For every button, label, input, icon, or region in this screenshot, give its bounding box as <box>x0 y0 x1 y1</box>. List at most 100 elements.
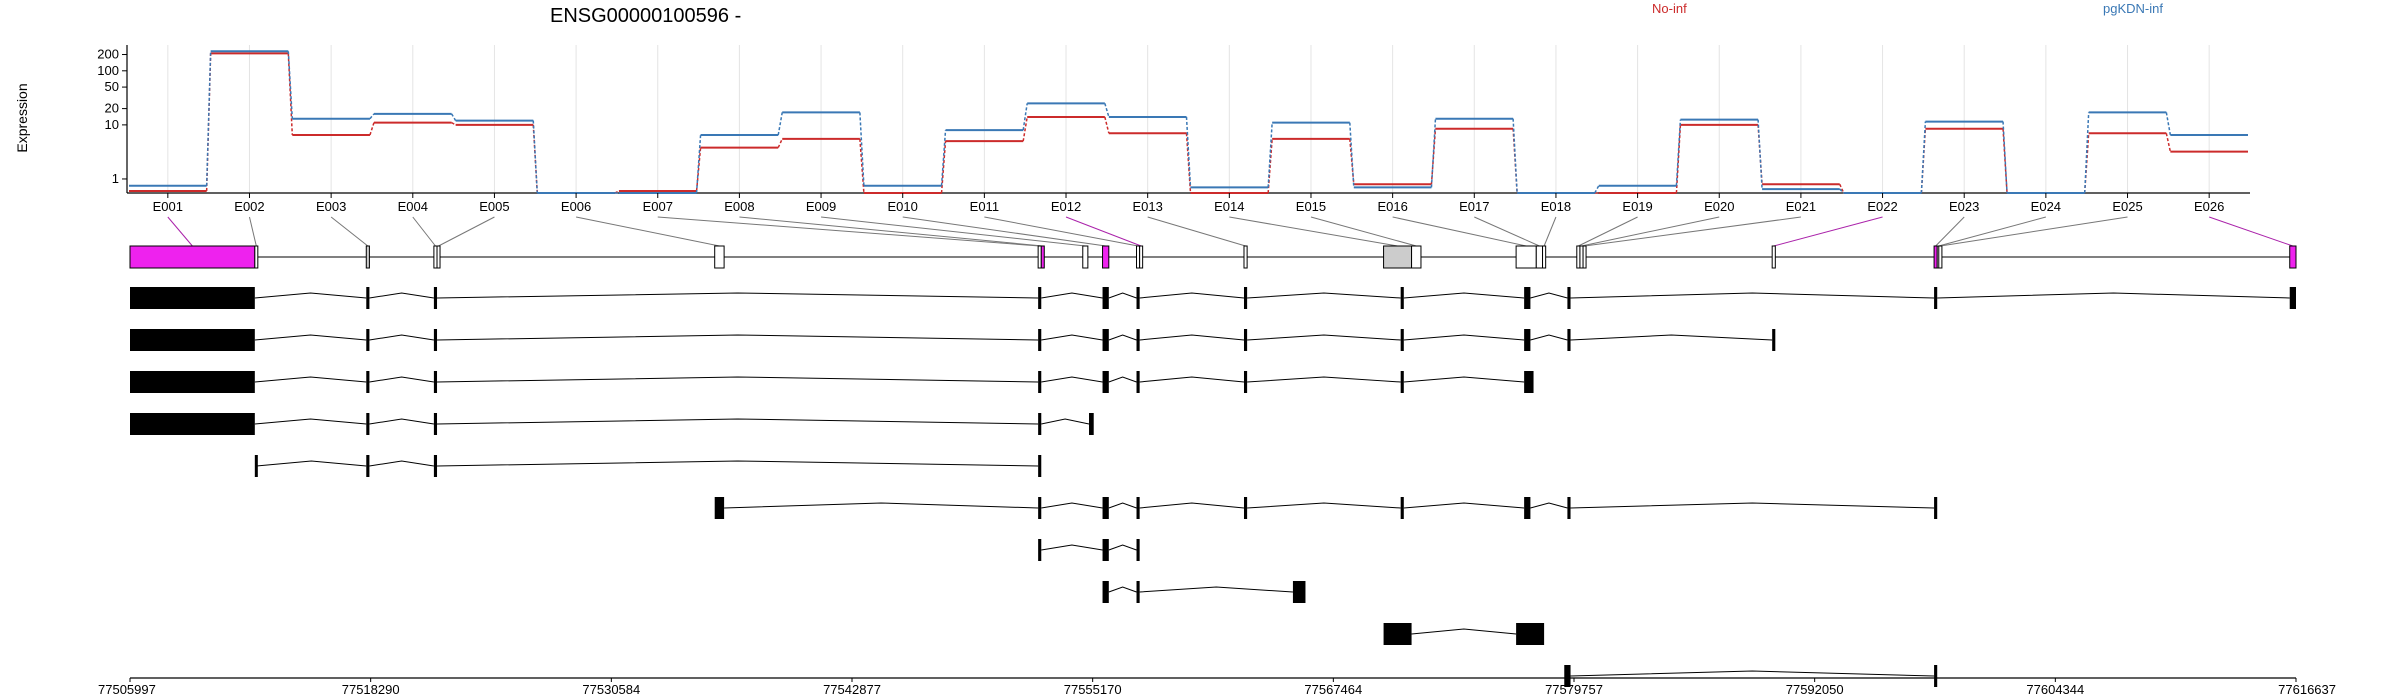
gene-model-exon-E003 <box>365 245 370 269</box>
exon-block <box>1524 371 1534 393</box>
gene-model-exon-E015 <box>1411 245 1422 269</box>
intron-line <box>437 334 1039 341</box>
intron-line <box>1247 292 1401 299</box>
legend-label-pgkdn-inf: pgKDN-inf <box>2103 1 2163 16</box>
exon-block <box>1102 539 1109 561</box>
exon-block <box>130 371 255 393</box>
exon-connector-E010 <box>902 216 1106 247</box>
series-No-inf <box>129 52 2248 194</box>
y-tick-label: 100 <box>97 63 119 78</box>
exon-block <box>433 371 438 393</box>
legend-label-no-inf: No-inf <box>1652 1 1687 16</box>
exon-block <box>1038 329 1042 351</box>
series-connector <box>2083 112 2090 194</box>
exon-block <box>1136 539 1140 561</box>
intron-line <box>1041 544 1103 551</box>
intron-line <box>1108 502 1137 509</box>
series-connector <box>1349 138 1355 185</box>
exon-gridlines <box>167 45 2210 193</box>
exon-block <box>1089 413 1094 435</box>
exon-label-E026: E026 <box>2194 199 2224 214</box>
exon-block <box>366 371 370 393</box>
exon-label-E002: E002 <box>234 199 264 214</box>
exon-block <box>1243 497 1248 519</box>
exon-connector-E025 <box>1940 216 2128 247</box>
gene-model-exon-E022 <box>1771 245 1776 269</box>
exon-block <box>1934 287 1938 309</box>
intron-line <box>1139 376 1245 383</box>
exon-block <box>714 497 725 519</box>
exon-connector-E012 <box>1065 216 1142 247</box>
exon-block <box>1383 623 1412 645</box>
exon-connector-E009 <box>821 216 1086 247</box>
transcript-1 <box>130 287 2296 309</box>
exon-connector-E014 <box>1229 216 1398 247</box>
exon-connector-E023 <box>1935 216 1965 247</box>
intron-line <box>256 460 367 467</box>
exon-label-E011: E011 <box>970 199 999 214</box>
intron-line <box>1403 334 1525 341</box>
exon-block <box>1102 371 1109 393</box>
coordinate-label: 77592050 <box>1786 682 1844 697</box>
intron-line <box>1108 292 1137 299</box>
exon-connector-E021 <box>1584 216 1801 247</box>
exon-label-E025: E025 <box>2112 199 2142 214</box>
exon-block <box>366 413 370 435</box>
gene-model-exon-E009 <box>1082 245 1089 269</box>
gene-model-exon-E017 <box>1535 245 1544 269</box>
intron-line <box>1570 334 1773 341</box>
exon-block <box>366 329 370 351</box>
exon-label-E015: E015 <box>1296 199 1326 214</box>
intron-line <box>1247 502 1401 509</box>
intron-line <box>1139 292 1245 299</box>
coordinate-label: 77604344 <box>2026 682 2084 697</box>
intron-line <box>1570 670 1935 677</box>
intron-line <box>254 418 367 425</box>
exon-connector-E015 <box>1310 216 1417 247</box>
intron-line <box>369 292 434 299</box>
genomic-coordinate-axis: 77505997 77518290 77530584 77542877 77555170… <box>98 677 2336 697</box>
exon-label-E021: E021 <box>1786 199 1816 214</box>
gene-model-exon-E013 <box>1243 245 1248 269</box>
exon-block <box>1516 623 1545 645</box>
exon-label-E017: E017 <box>1459 199 1489 214</box>
y-axis-label: Expression <box>14 83 30 152</box>
y-tick-label: 50 <box>105 79 119 94</box>
gene-model-exon-E018 <box>1542 245 1547 269</box>
intron-line <box>254 376 367 383</box>
intron-line <box>369 460 434 467</box>
transcript-2 <box>130 329 1776 351</box>
series-connector <box>940 141 947 194</box>
exon-label-E019: E019 <box>1622 199 1652 214</box>
exon-block <box>366 455 370 477</box>
transcript-4 <box>130 413 1094 435</box>
exon-connector-E019 <box>1578 216 1638 247</box>
exon-connector-E020 <box>1581 216 1720 247</box>
exon-tick-labels: E001 E002 E003 E004 E005 E006 E007 E008 E009 E010… <box>153 193 2224 214</box>
transcript-6 <box>714 497 1938 519</box>
series-connector <box>287 51 294 119</box>
exon-block <box>1400 287 1404 309</box>
series-connector <box>1839 188 1845 194</box>
series-connector <box>369 113 375 120</box>
series-connector <box>2002 121 2008 194</box>
exon-block <box>1102 329 1109 351</box>
intron-line <box>369 418 434 425</box>
exon-block <box>1243 329 1248 351</box>
exon-block <box>433 287 438 309</box>
exon-block <box>1292 581 1306 603</box>
exon-block <box>1136 329 1140 351</box>
coordinate-label: 77616637 <box>2278 682 2336 697</box>
series-connector <box>1512 118 1518 194</box>
exon-block <box>1772 329 1776 351</box>
coordinate-label: 77542877 <box>823 682 881 697</box>
transcript-3 <box>130 371 1534 393</box>
exon-block <box>433 455 438 477</box>
exon-connector-E002 <box>248 216 257 247</box>
exon-block <box>433 329 438 351</box>
series-connector <box>451 121 456 126</box>
exon-block <box>2289 287 2296 309</box>
exon-label-E008: E008 <box>724 199 754 214</box>
